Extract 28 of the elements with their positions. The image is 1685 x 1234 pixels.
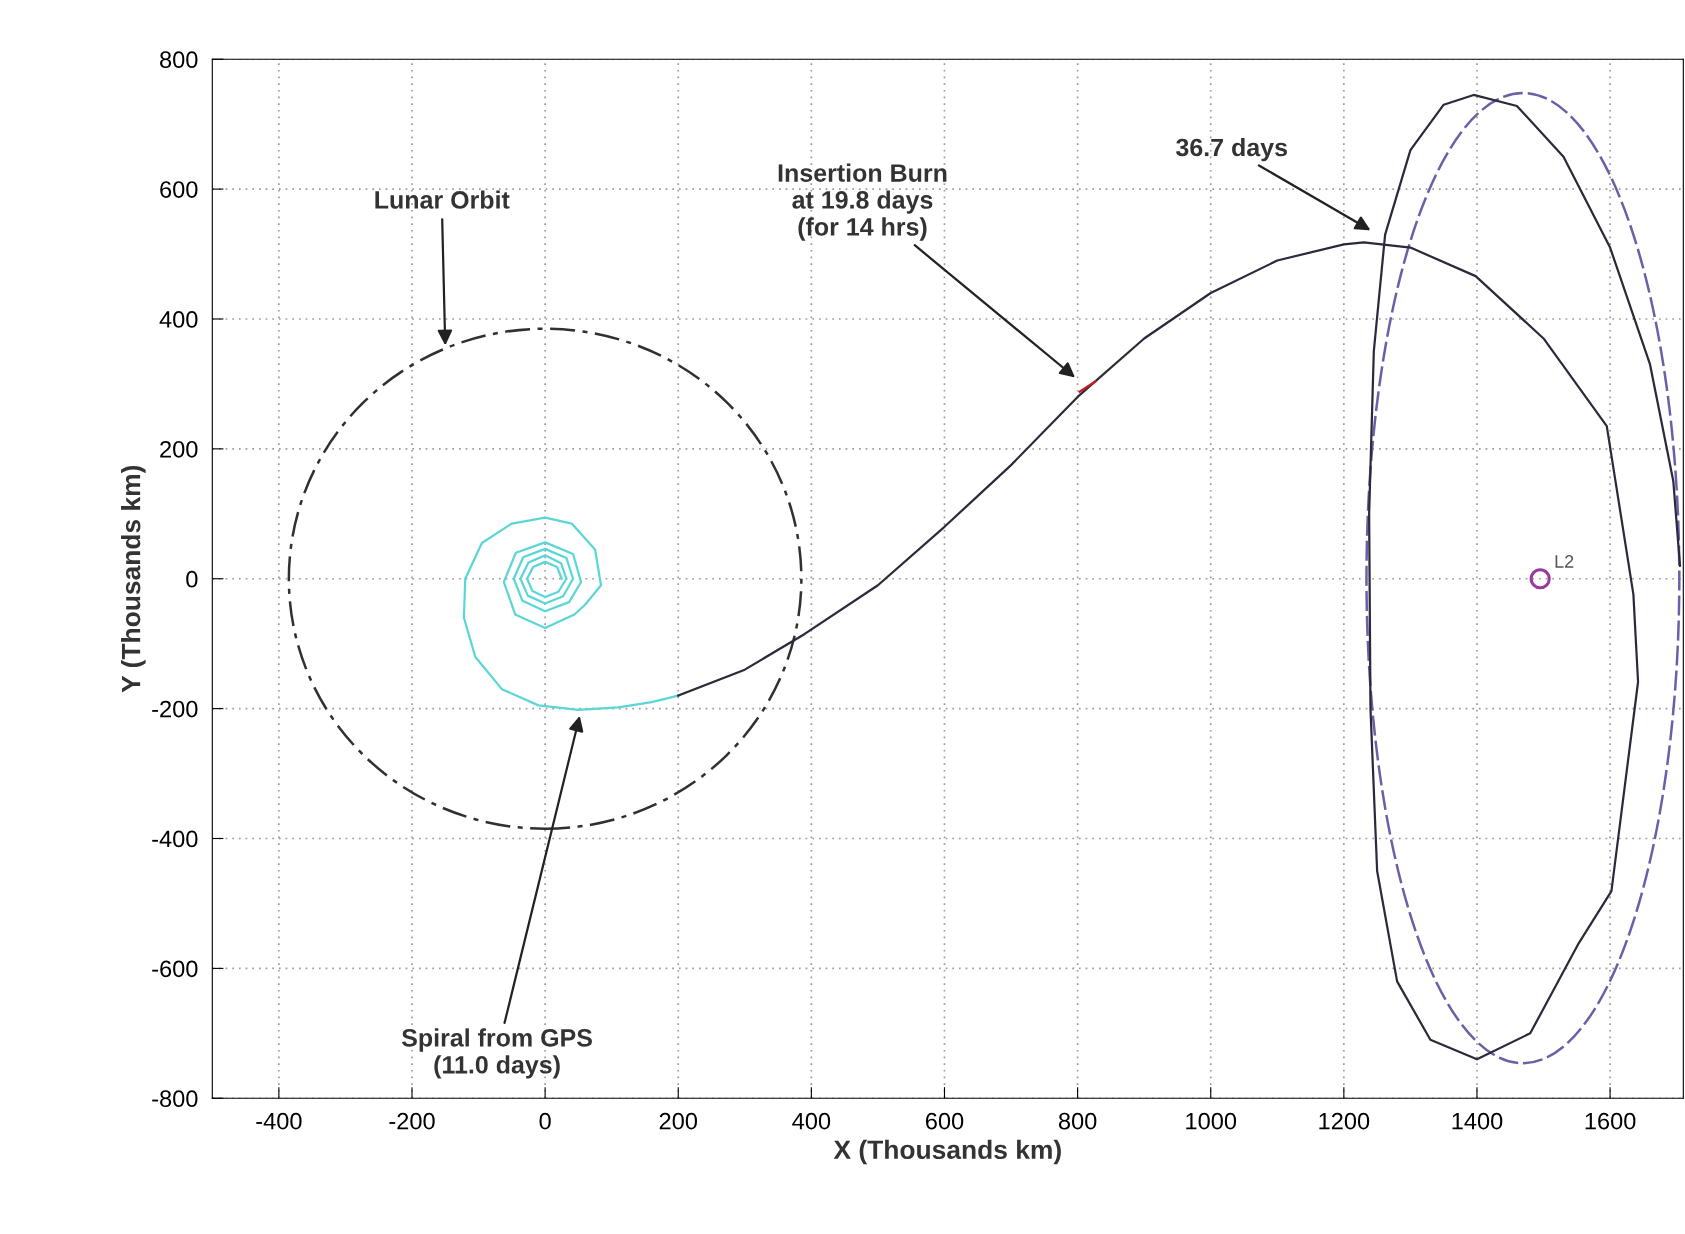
annotation: Spiral from GPS (11.0 days) bbox=[401, 1028, 592, 1079]
x-axis-title: X (Thousands km) bbox=[833, 1139, 1061, 1165]
y-tick-label: -600 bbox=[152, 960, 198, 978]
annotation: Lunar Orbit bbox=[375, 190, 510, 209]
y-tick-label: 200 bbox=[160, 440, 198, 458]
y-tick-label: 400 bbox=[159, 311, 198, 328]
y-tick-label: 0 bbox=[186, 570, 198, 588]
y-tick-label: -800 bbox=[152, 1090, 198, 1108]
annotation: 36.7 days bbox=[1176, 137, 1287, 162]
series-label: L2 bbox=[1555, 555, 1574, 568]
x-tick-label: 1200 bbox=[1319, 1112, 1370, 1130]
x-tick-label: -200 bbox=[389, 1112, 435, 1130]
y-tick-label: -400 bbox=[152, 830, 198, 848]
x-tick-label: 600 bbox=[925, 1112, 964, 1130]
y-tick-label: 800 bbox=[160, 51, 198, 69]
y-tick-label: -200 bbox=[152, 700, 198, 718]
x-tick-label: 400 bbox=[792, 1112, 831, 1130]
x-tick-label: 200 bbox=[659, 1112, 698, 1130]
y-tick-label: 600 bbox=[160, 181, 198, 198]
x-tick-label: 0 bbox=[539, 1112, 551, 1130]
x-tick-label: 800 bbox=[1058, 1112, 1097, 1130]
x-tick-label: 1600 bbox=[1585, 1112, 1636, 1130]
annotation: Insertion Burn at 19.8 days (for 14 hrs) bbox=[778, 163, 947, 241]
x-tick-label: 1400 bbox=[1452, 1112, 1503, 1130]
x-tick-label: 1000 bbox=[1186, 1112, 1237, 1130]
line-series bbox=[462, 516, 680, 712]
y-axis-title: Y (Thousands km) bbox=[121, 465, 146, 693]
x-tick-label: -400 bbox=[256, 1112, 302, 1130]
